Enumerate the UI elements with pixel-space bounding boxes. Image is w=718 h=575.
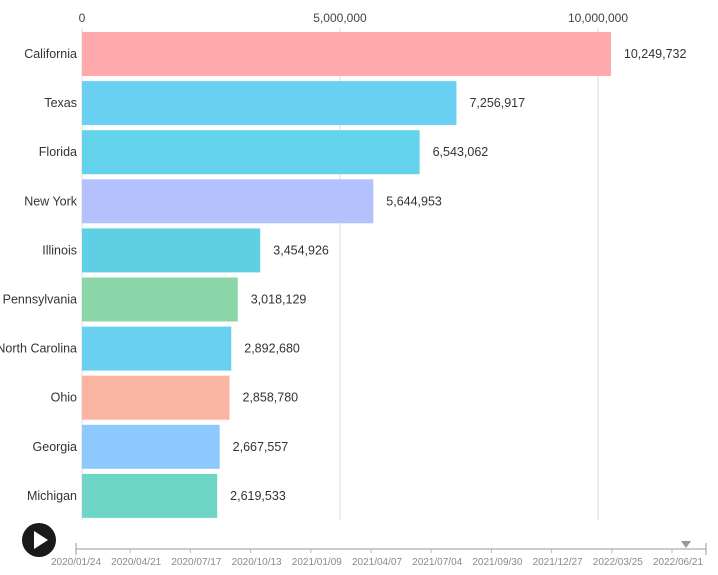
bar-illinois <box>82 228 261 273</box>
category-label: North Carolina <box>0 342 77 356</box>
timeline-date-label: 2020/01/24 <box>51 557 101 568</box>
timeline-date-label: 2022/03/25 <box>593 557 643 568</box>
caret-down-icon[interactable] <box>681 541 691 548</box>
bar-new-york <box>82 179 374 224</box>
play-icon <box>34 531 48 549</box>
bar-georgia <box>82 424 220 469</box>
category-label: Illinois <box>42 243 77 257</box>
value-label: 7,256,917 <box>469 96 525 110</box>
category-label: Michigan <box>27 489 77 503</box>
category-label: New York <box>24 194 78 208</box>
bar-california <box>82 32 611 76</box>
timeline-date-label: 2021/07/04 <box>412 557 462 568</box>
play-button[interactable] <box>22 523 56 557</box>
value-label: 3,454,926 <box>273 243 329 257</box>
x-tick-label: 0 <box>79 11 86 25</box>
category-label: Ohio <box>51 391 77 405</box>
value-label: 6,543,062 <box>433 145 489 159</box>
value-label: 5,644,953 <box>386 194 442 208</box>
bar-michigan <box>82 473 218 518</box>
value-label: 10,249,732 <box>624 47 687 61</box>
value-label: 2,892,680 <box>244 342 300 356</box>
timeline-date-label: 2021/12/27 <box>533 557 583 568</box>
bars: California 10,249,732 Texas 7,256,917 Florid… <box>0 32 686 518</box>
bar-ohio <box>82 375 230 420</box>
category-label: Florida <box>39 145 77 159</box>
value-label: 2,619,533 <box>230 489 286 503</box>
timeline-date-label: 2020/07/17 <box>171 557 221 568</box>
x-tick-label: 10,000,000 <box>568 11 628 25</box>
category-label: Texas <box>44 96 77 110</box>
timeline[interactable]: 2020/01/24 2020/04/21 2020/07/17 2020/10/13… <box>51 541 707 568</box>
timeline-date-label: 2020/04/21 <box>111 557 161 568</box>
bar-north-carolina <box>82 326 232 371</box>
timeline-date-label: 2021/09/30 <box>472 557 522 568</box>
timeline-date-label: 2020/10/13 <box>232 557 282 568</box>
value-label: 2,858,780 <box>243 391 299 405</box>
x-axis-ticks: 0 5,000,000 10,000,000 <box>79 11 629 25</box>
value-label: 2,667,557 <box>233 440 289 454</box>
bar-texas <box>82 81 457 126</box>
bar-pennsylvania <box>82 277 238 322</box>
x-tick-label: 5,000,000 <box>313 11 367 25</box>
category-label: Georgia <box>33 440 78 454</box>
category-label: Pennsylvania <box>3 293 77 307</box>
timeline-date-label: 2021/04/07 <box>352 557 402 568</box>
category-label: California <box>24 47 77 61</box>
timeline-date-label: 2021/01/09 <box>292 557 342 568</box>
value-label: 3,018,129 <box>251 293 307 307</box>
bar-florida <box>82 130 420 175</box>
timeline-date-label: 2022/06/21 <box>653 557 703 568</box>
